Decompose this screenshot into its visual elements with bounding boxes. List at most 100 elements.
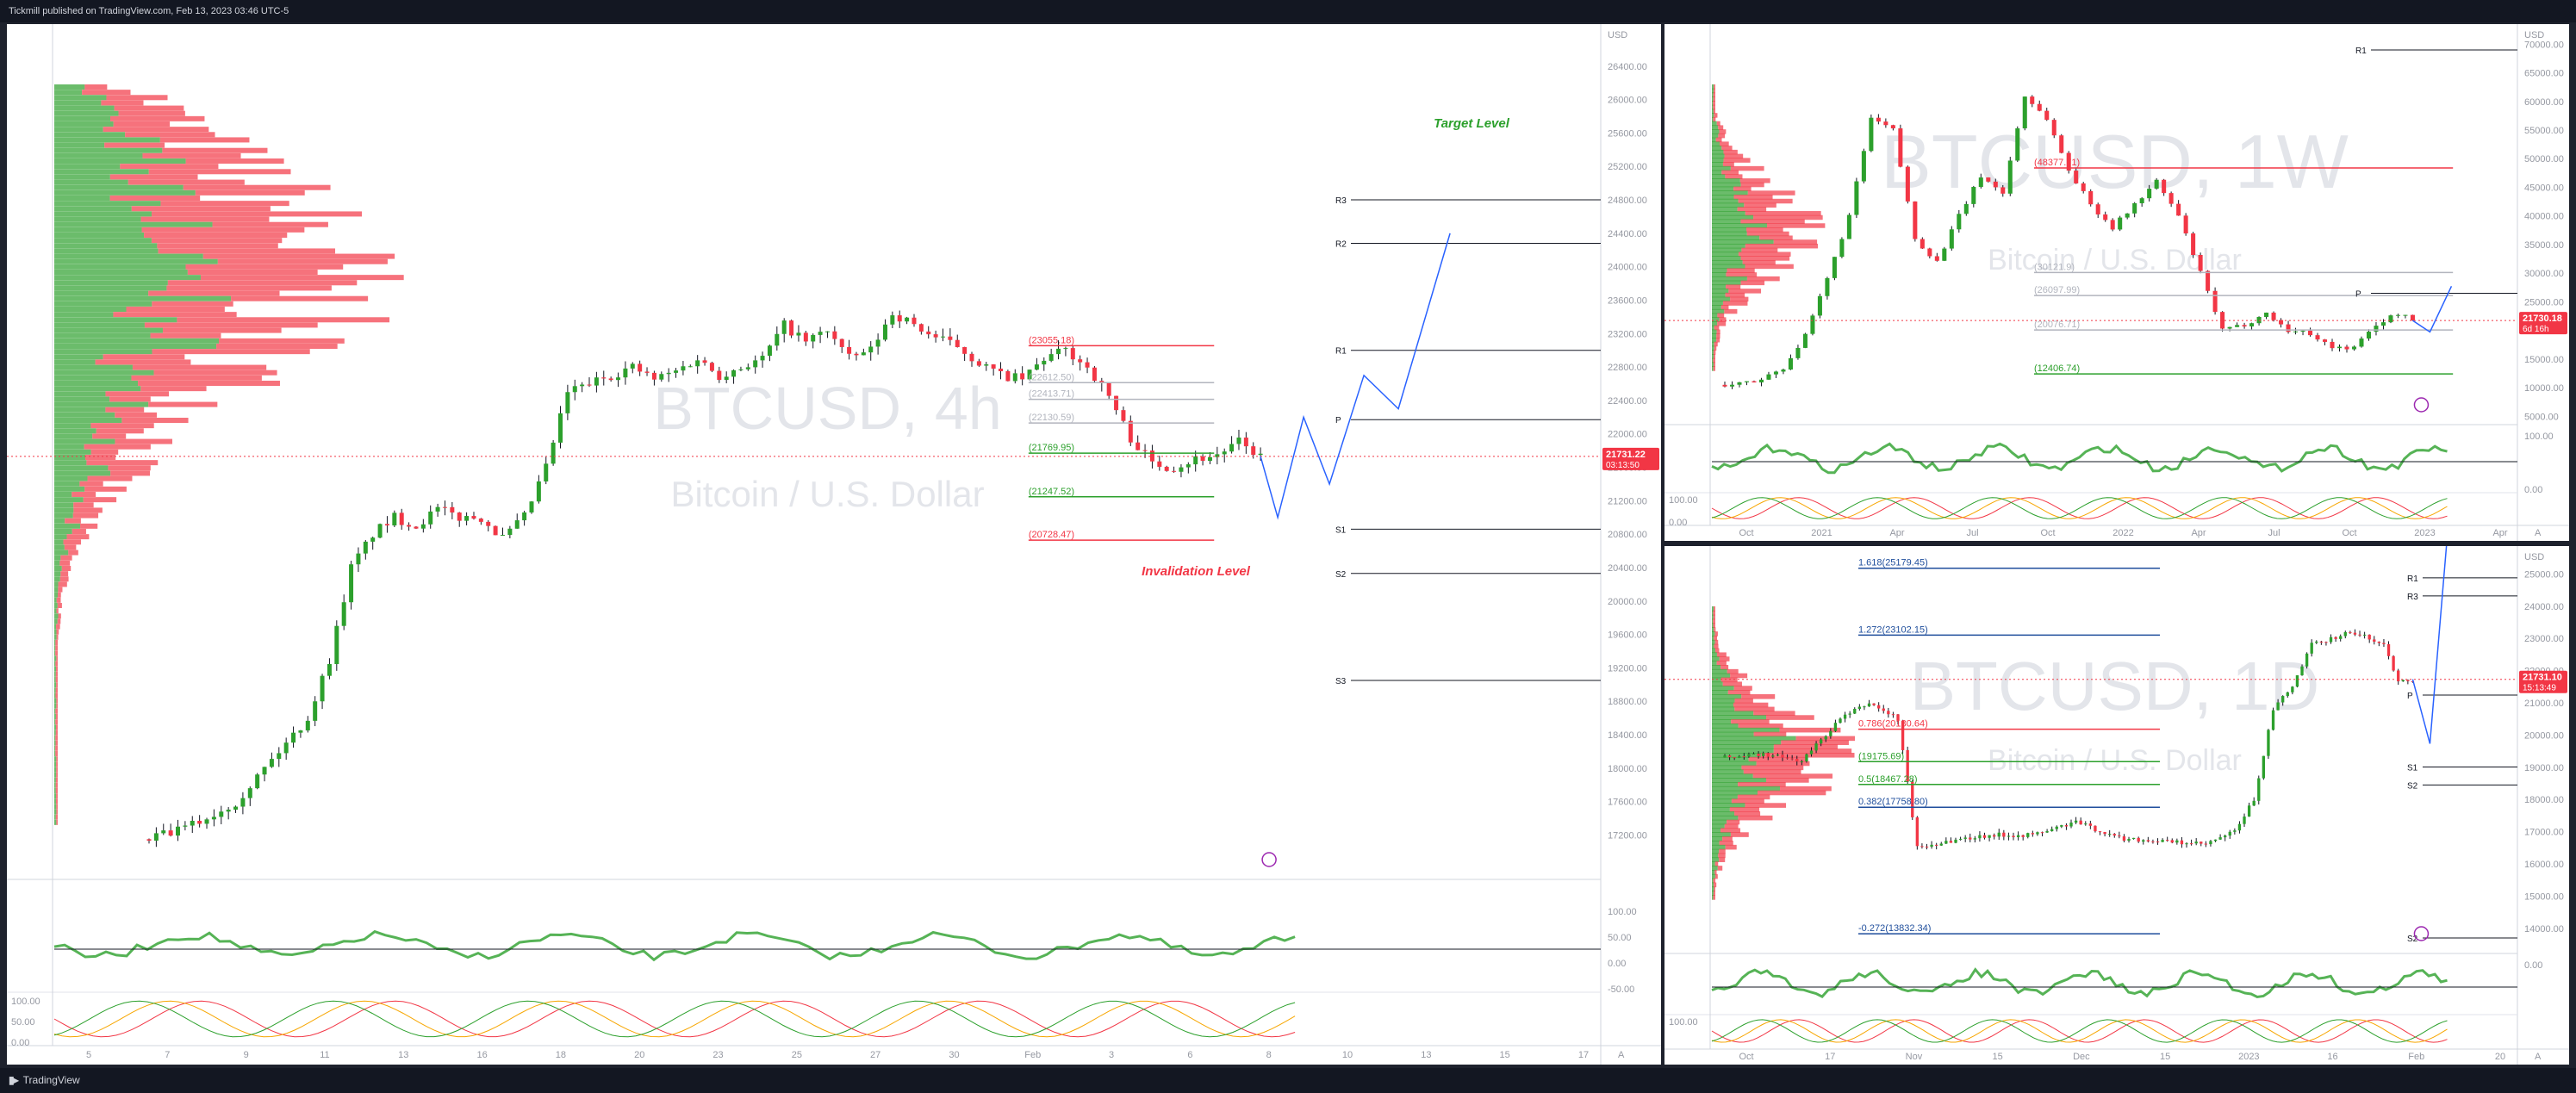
candle-body [1157,461,1162,467]
fib-level-label: (22130.59) [1029,413,1074,423]
volume-profile-bar-up [54,819,57,825]
candle-body [1781,370,1786,372]
candle-body [2373,639,2376,642]
candle-body [1954,839,1957,843]
candle-body [2040,832,2044,834]
candle-body [1800,761,1804,763]
price-axis-area [1601,24,1661,1065]
volume-profile-bar-up [54,661,56,667]
volume-profile-bar-up [1712,289,1729,294]
volume-profile-bar-up [54,147,163,153]
volume-profile-bar-down [1738,198,1793,204]
candle-body [962,346,968,354]
candle-body [1896,714,1900,721]
volume-profile-bar-down [55,814,58,820]
chart-1d-svg[interactable]: BTCUSD, 1D Bitcoin / U.S. Dollar USD 25000.… [1664,546,2569,1065]
volume-profile-bar-up [54,719,56,725]
chart-panel-1d[interactable]: BTCUSD, 1D Bitcoin / U.S. Dollar USD 25000.… [1664,546,2569,1065]
price-tick-label: 30000.00 [2524,269,2564,279]
volume-profile-bar-up [54,243,158,249]
candle-body [1729,384,1735,387]
oscillator-tick-label: 0.00 [1608,959,1626,969]
volume-profile-bar-up [1712,686,1734,691]
volume-profile-bar-up [1712,341,1714,347]
candle-body [298,730,303,733]
price-tick-label: 5000.00 [2524,412,2559,422]
volume-profile-bar-down [132,364,267,370]
candle-body [1846,214,1851,239]
candle-body [709,363,714,371]
volume-profile-bar-down [56,793,58,799]
volume-profile-bar-up [1712,765,1742,771]
tradingview-logo-icon: ▮▸ [9,1074,19,1086]
candle-body [2007,160,2013,194]
price-tag-countdown: 03:13:50 [1606,461,1640,470]
stochastic-line [1711,1019,2448,1043]
volume-profile-bar-up [1712,744,1774,749]
volume-profile-bar-up [54,174,110,180]
chart-panel-4h[interactable]: BTCUSD, 4h Bitcoin / U.S. Dollar USD 26400.… [7,24,1661,1065]
candle-body [933,334,938,338]
candle-body [2031,833,2035,835]
volume-profile-bar-up [1712,711,1754,716]
price-tick-label: 23000.00 [2524,634,2564,644]
volume-profile-bar-down [57,603,62,608]
candle-body [2237,823,2242,831]
volume-profile-bar-up [54,307,127,312]
oscillator-tick-label: 50.00 [1608,933,1632,943]
candle-body [2334,637,2337,639]
chart-1w-svg[interactable]: BTCUSD, 1W Bitcoin / U.S. Dollar USD70000.… [1664,24,2569,541]
candle-body [1906,749,1909,782]
candle-body [2220,312,2225,329]
fib-level-label: (30121.9) [2034,262,2075,272]
volume-profile-bar-down [1713,610,1715,616]
volume-profile-bar-down [104,142,165,148]
volume-profile-bar-up [54,455,86,460]
candle-body [630,363,635,369]
price-tick-label: 60000.00 [2524,97,2564,108]
candle-body [2139,198,2144,203]
candle-body [2388,315,2393,323]
candle-body [146,839,152,841]
candle-body [2213,839,2218,841]
candle-body [2095,204,2100,214]
candle-body [2064,825,2069,827]
candle-body [717,370,722,381]
volume-profile-bar-up [54,179,128,185]
candle-body [1861,151,1866,182]
volume-profile-bar-up [1712,866,1718,871]
volume-profile-bar-up [54,211,152,217]
candle-body [2286,324,2291,332]
price-tick-label: 15000.00 [2524,355,2564,365]
candle-body [890,315,895,325]
volume-profile-bar-down [1737,794,1770,800]
volume-profile-bar-down [1726,272,1758,277]
candle-body [1042,360,1047,365]
price-tick-label: 21000.00 [2524,699,2564,709]
chart-4h-svg[interactable]: BTCUSD, 4h Bitcoin / U.S. Dollar USD 26400.… [7,24,1661,1065]
volume-profile-bar-down [108,465,151,471]
candle-body [313,701,318,721]
volume-profile-bar-down [105,407,145,413]
volume-profile-bar-up [1712,873,1715,879]
volume-profile-bar-down [1713,96,1715,102]
volume-profile-bar-up [54,518,65,524]
candle-body [2351,346,2357,350]
candle-body [1251,446,1256,456]
candle-body [2233,830,2237,832]
volume-profile-bar-down [1731,798,1764,804]
volume-profile-bar-down [167,280,358,286]
chart-panel-1w[interactable]: BTCUSD, 1W Bitcoin / U.S. Dollar USD 70000.… [1664,24,2569,541]
price-tick-label: 17000.00 [2524,828,2564,838]
candle-body [1913,201,1918,239]
volume-profile-bar-down [59,576,69,582]
fib-level-label: (21769.95) [1029,443,1074,453]
candle-body [1857,706,1862,709]
volume-profile-bar-up [1712,333,1717,338]
fib-level-label: 0.786(20180.64) [1858,719,1928,730]
fib-level-label: (23055.18) [1029,335,1074,345]
volume-profile-bar-up [1712,731,1754,737]
volume-profile-bar-down [162,327,282,333]
time-axis-label: Feb [1024,1050,1041,1060]
price-tick-label: 55000.00 [2524,126,2564,136]
